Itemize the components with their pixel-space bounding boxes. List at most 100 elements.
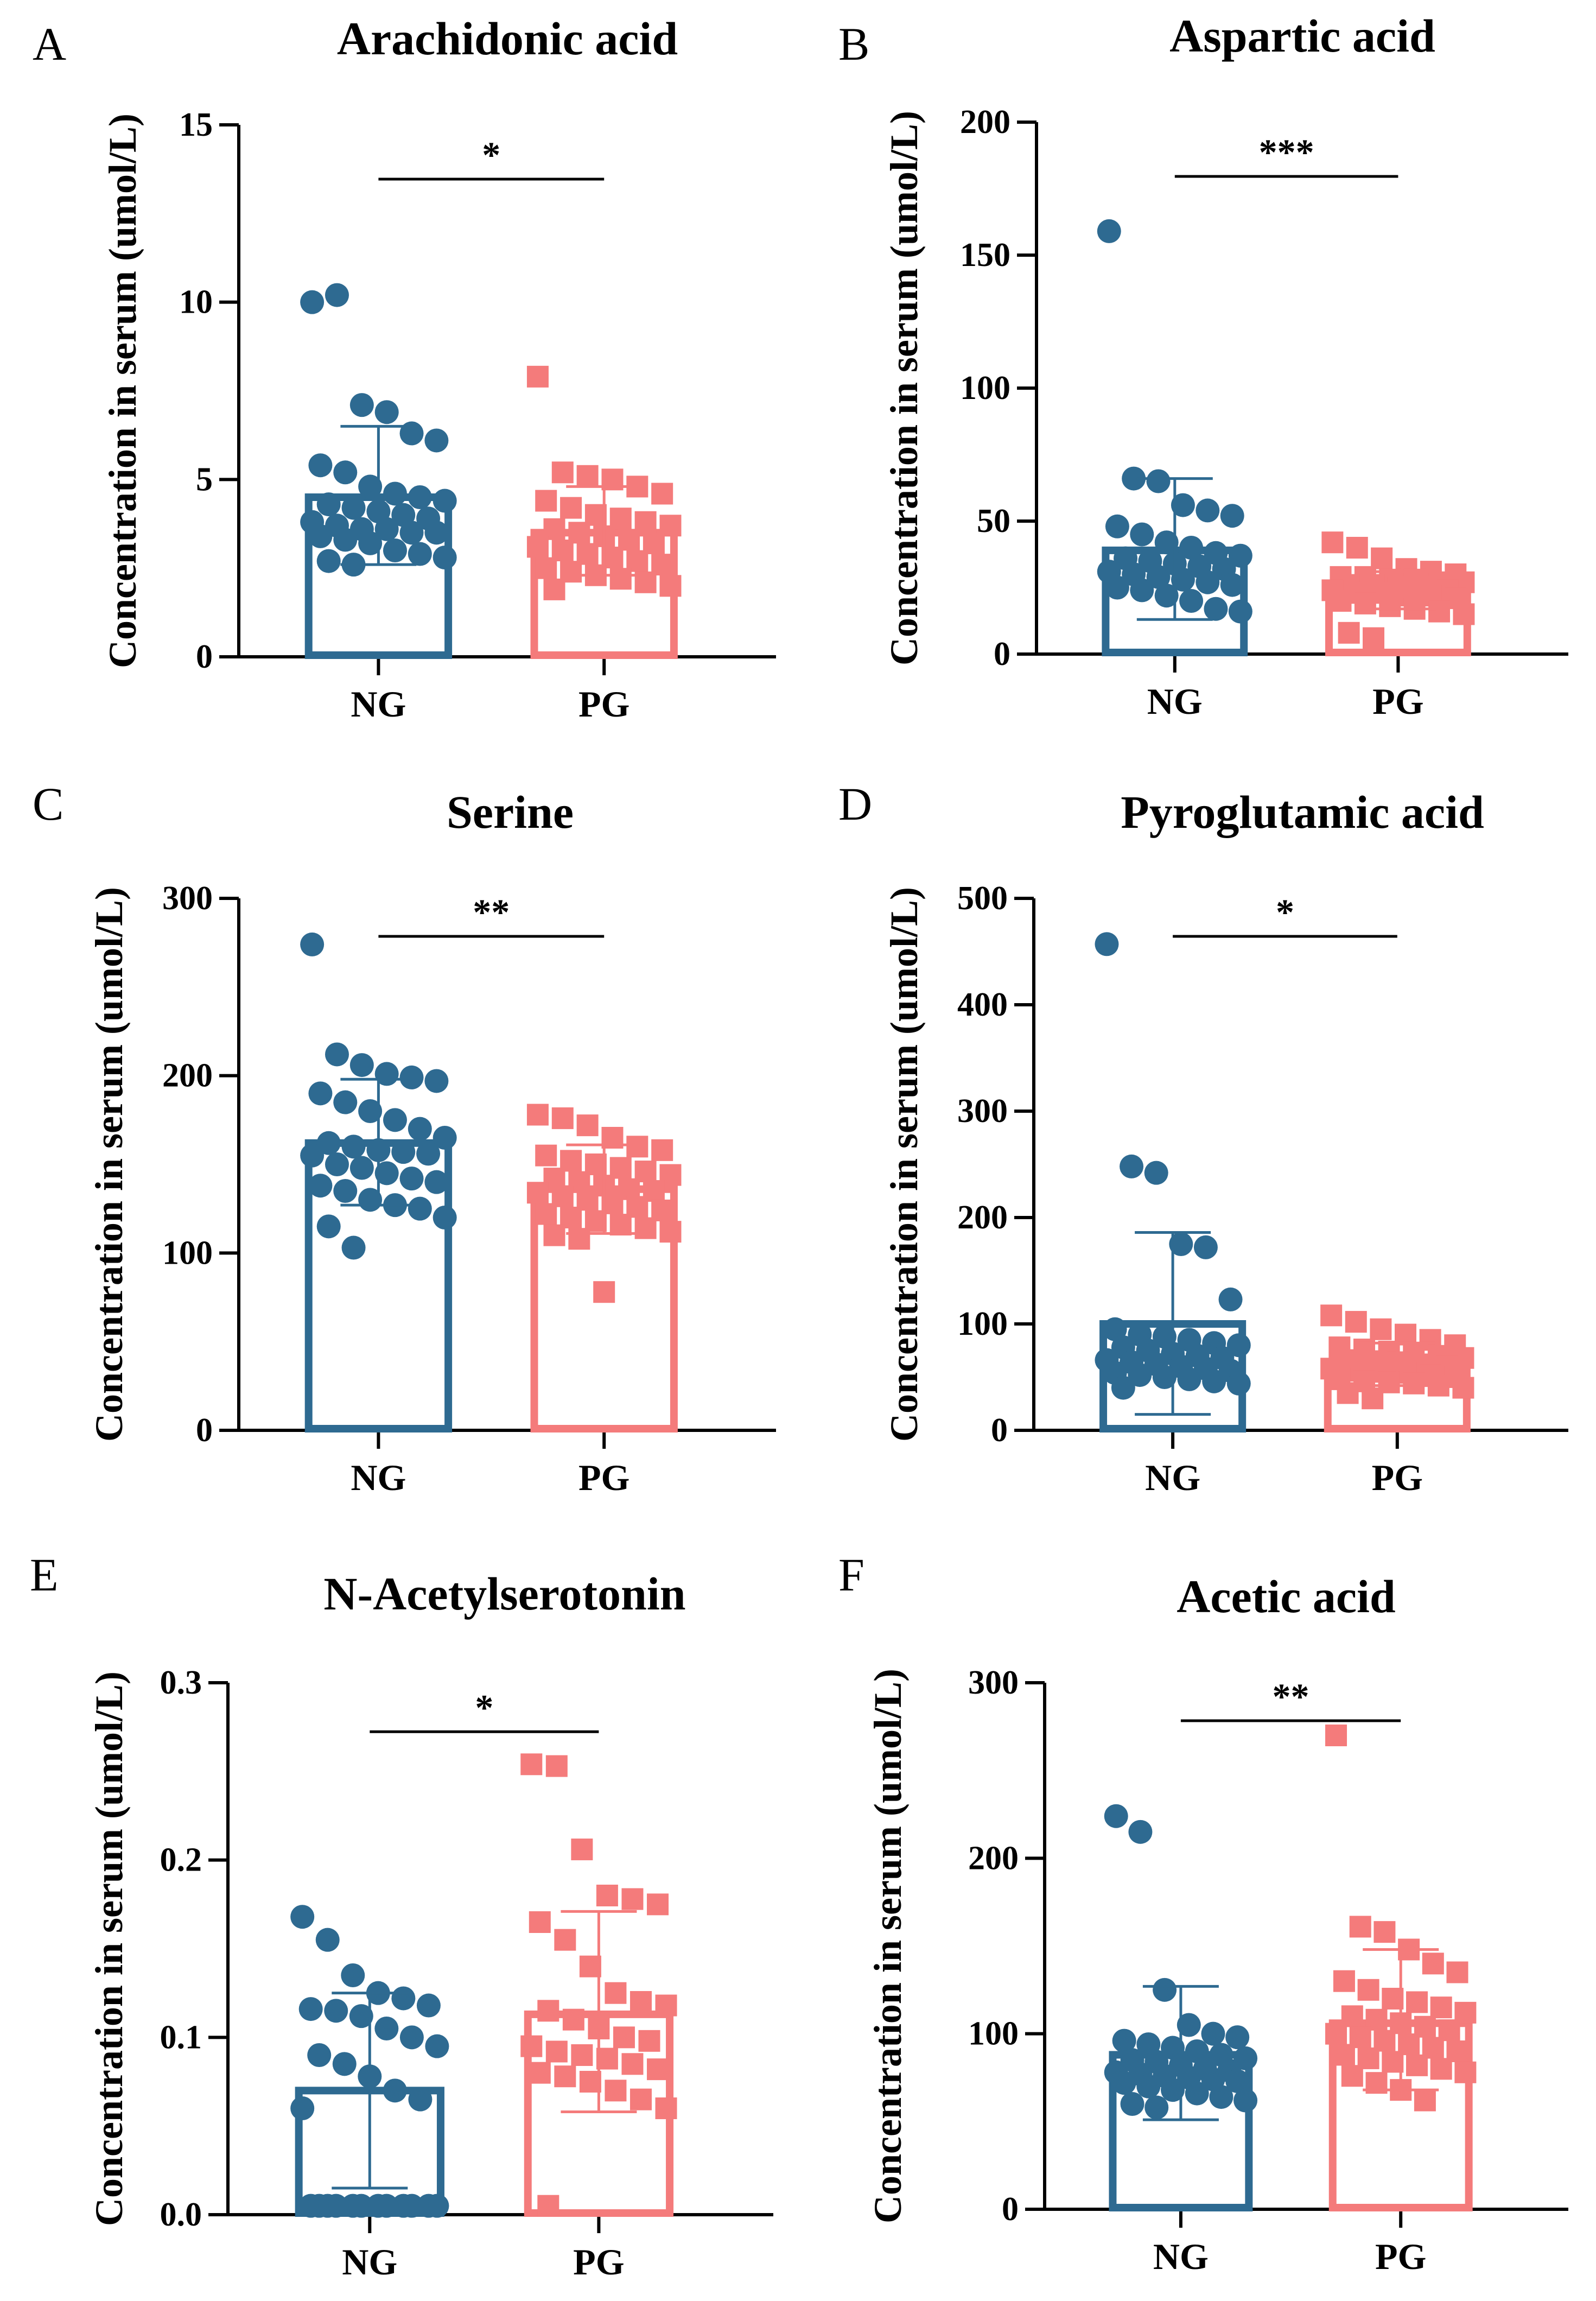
- chart-panel-a: A Arachidonic acid Concentration in serum …: [33, 12, 776, 725]
- data-point-ng: [1105, 575, 1129, 600]
- data-point-pg: [1403, 1372, 1425, 1394]
- data-point-ng: [300, 1143, 325, 1168]
- data-point-pg: [571, 1839, 593, 1861]
- data-point-ng: [433, 546, 457, 570]
- data-point-ng: [1161, 2078, 1185, 2102]
- y-tick-label: 0.0: [160, 2196, 202, 2233]
- data-point-ng: [324, 2194, 348, 2218]
- data-point-ng: [1202, 1369, 1226, 1393]
- data-point-pg: [1354, 592, 1376, 614]
- data-point-pg: [1321, 531, 1344, 554]
- chart-panel-c: C Serine Concentration in serum (umol/L) 0 1…: [33, 778, 776, 1498]
- data-point-ng: [424, 1170, 449, 1194]
- x-tick-label-ng: NG: [1153, 2236, 1209, 2277]
- data-point-pg: [613, 2026, 635, 2049]
- data-point-pg: [520, 1753, 543, 1776]
- data-point-pg: [647, 2058, 669, 2081]
- data-point-ng: [1179, 589, 1204, 613]
- data-point-pg: [576, 465, 599, 487]
- data-point-pg: [568, 1228, 590, 1250]
- y-tick-label: 0: [991, 1412, 1008, 1449]
- data-point-ng: [399, 2025, 424, 2050]
- data-point-ng: [1233, 2088, 1258, 2113]
- chart-panel-b: B Aspartic acid Concentration in serum (um…: [838, 10, 1568, 722]
- data-point-pg: [545, 1755, 568, 1777]
- data-point-ng: [433, 489, 457, 513]
- x-tick-label-ng: NG: [351, 683, 406, 725]
- data-point-ng: [1130, 578, 1154, 603]
- data-point-pg: [1370, 1318, 1392, 1340]
- data-point-pg: [1428, 600, 1451, 623]
- data-point-pg: [1452, 1377, 1474, 1399]
- y-tick-label: 100: [162, 1234, 213, 1271]
- data-point-ng: [408, 485, 432, 509]
- y-tick-label: 50: [977, 503, 1010, 540]
- data-point-ng: [1122, 466, 1146, 491]
- data-point-ng: [408, 1196, 432, 1221]
- data-point-ng: [383, 1108, 407, 1132]
- data-point-pg: [1357, 1979, 1379, 2001]
- data-point-pg: [526, 1182, 549, 1204]
- x-tick-label-ng: NG: [1147, 681, 1203, 722]
- y-tick-label: 0.3: [160, 1664, 202, 1701]
- data-point-ng: [374, 517, 399, 541]
- significance-stars: *: [1276, 891, 1294, 933]
- data-point-ng: [399, 521, 424, 545]
- data-point-pg: [634, 1217, 657, 1239]
- panel-letter: F: [838, 1549, 864, 1601]
- data-point-pg: [535, 557, 557, 579]
- data-point-pg: [1406, 1991, 1428, 2013]
- data-point-pg: [1446, 1961, 1468, 1983]
- data-point-ng: [1111, 1375, 1135, 1400]
- data-point-ng: [1152, 1365, 1177, 1389]
- y-tick-label: 10: [179, 284, 213, 321]
- data-point-ng: [374, 2194, 399, 2218]
- data-point-ng: [1105, 514, 1129, 538]
- x-tick-label-pg: PG: [573, 2241, 624, 2283]
- y-tick-label: 0.2: [160, 1842, 202, 1879]
- y-tick-label: 400: [957, 986, 1008, 1023]
- data-point-ng: [1193, 1235, 1218, 1259]
- data-point-pg: [647, 1893, 669, 1916]
- data-point-ng: [1154, 584, 1179, 608]
- data-point-pg: [655, 2097, 677, 2119]
- data-point-pg: [529, 1911, 551, 1933]
- data-point-ng: [332, 2052, 357, 2076]
- data-point-pg: [605, 1982, 627, 2004]
- data-point-pg: [593, 1281, 615, 1303]
- chart-title: Pyroglutamic acid: [1121, 786, 1484, 838]
- data-point-ng: [1130, 522, 1154, 547]
- data-point-ng: [1144, 1161, 1168, 1185]
- data-point-pg: [1338, 622, 1360, 644]
- y-tick-label: 100: [957, 1305, 1008, 1342]
- data-point-pg: [609, 568, 632, 590]
- y-tick-label: 200: [960, 104, 1010, 141]
- data-point-ng: [1120, 2092, 1144, 2116]
- data-point-pg: [562, 2008, 584, 2031]
- data-point-ng: [1128, 1820, 1153, 1844]
- data-point-ng: [374, 1161, 399, 1186]
- data-point-ng: [307, 2194, 332, 2218]
- x-tick-label-pg: PG: [1372, 681, 1423, 722]
- significance-stars: *: [482, 134, 500, 175]
- data-point-ng: [349, 2194, 373, 2218]
- data-point-ng: [1209, 2085, 1233, 2109]
- data-point-ng: [298, 1997, 323, 2021]
- y-tick-label: 100: [968, 2015, 1019, 2052]
- data-point-ng: [333, 460, 358, 485]
- data-point-ng: [408, 542, 432, 566]
- data-point-pg: [630, 1991, 652, 2013]
- y-axis-label: Concentration in serum (umol/L): [866, 1669, 910, 2223]
- data-point-ng: [308, 453, 333, 478]
- data-point-ng: [333, 1090, 358, 1114]
- data-point-ng: [399, 1065, 424, 1089]
- chart-title: Serine: [447, 786, 574, 838]
- data-point-pg: [1345, 1311, 1367, 1333]
- x-tick-label-pg: PG: [578, 683, 630, 725]
- data-point-pg: [1341, 2065, 1363, 2087]
- y-tick-label: 5: [196, 461, 213, 498]
- chart-panel-f: F Acetic acid Concentration in serum (umol…: [838, 1549, 1568, 2277]
- data-point-ng: [1201, 2021, 1225, 2046]
- y-tick-label: 200: [957, 1199, 1008, 1236]
- data-point-ng: [424, 428, 449, 453]
